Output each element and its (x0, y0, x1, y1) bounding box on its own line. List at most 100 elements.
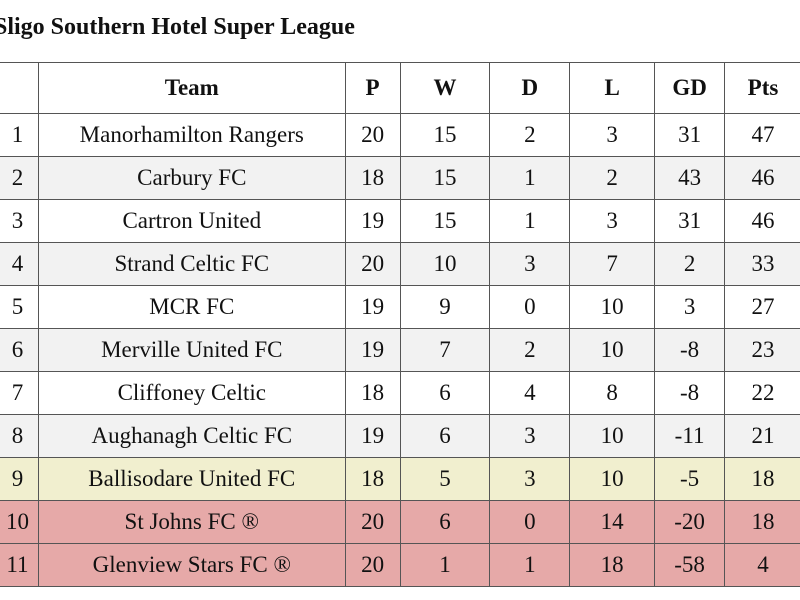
stat-cell: 4 (489, 371, 571, 415)
stat-cell: 10 (0, 500, 39, 544)
table-row: 2 Carbury FC 18 15 1 2 43 46 (0, 156, 800, 200)
stat-cell: 3 (0, 199, 39, 243)
stat-cell: 1 (489, 156, 571, 200)
stat-cell: 15 (399, 156, 491, 200)
stat-cell: 0 (489, 285, 571, 329)
stat-cell: 31 (654, 199, 726, 243)
stat-cell: 3 (489, 457, 571, 501)
league-table: Team P W D L GD Pts 1 Manorhamilton Rangers 20 15… (0, 62, 800, 587)
table-title: Sligo Southern Hotel Super League (0, 14, 355, 40)
stat-cell: 7 (0, 371, 39, 415)
stat-cell: 10 (569, 414, 656, 458)
stat-cell: -5 (654, 457, 726, 501)
table-row: 3 Cartron United 19 15 1 3 31 46 (0, 199, 800, 243)
team-cell: Cliffoney Celtic (37, 371, 346, 415)
stat-cell: 47 (724, 113, 800, 157)
table-body: 1 Manorhamilton Rangers 20 15 2 3 31 47 2 Carbury… (0, 113, 800, 587)
stat-cell: 27 (724, 285, 800, 329)
stat-cell: 11 (0, 543, 39, 587)
team-cell: Carbury FC (37, 156, 346, 200)
header-cell: GD (654, 62, 726, 114)
table-row: 9 Ballisodare United FC 18 5 3 10 -5 18 (0, 457, 800, 501)
stat-cell: 19 (344, 414, 401, 458)
stat-cell: 21 (724, 414, 800, 458)
stat-cell: 6 (399, 371, 491, 415)
table-row: 8 Aughanagh Celtic FC 19 6 3 10 -11 21 (0, 414, 800, 458)
team-cell: Strand Celtic FC (37, 242, 346, 286)
stat-cell: 0 (489, 500, 571, 544)
stat-cell: 7 (569, 242, 656, 286)
stat-cell: 3 (489, 414, 571, 458)
table-row: 6 Merville United FC 19 7 2 10 -8 23 (0, 328, 800, 372)
stat-cell: 19 (344, 199, 401, 243)
stat-cell: 2 (489, 113, 571, 157)
stat-cell: 10 (569, 457, 656, 501)
stat-cell: 2 (654, 242, 726, 286)
stat-cell: 15 (399, 113, 491, 157)
stat-cell: 31 (654, 113, 726, 157)
table-row: 10 St Johns FC ® 20 6 0 14 -20 18 (0, 500, 800, 544)
team-cell: Cartron United (37, 199, 346, 243)
header-row: Team P W D L GD Pts (0, 62, 800, 114)
stat-cell: 6 (0, 328, 39, 372)
stat-cell: 46 (724, 156, 800, 200)
stat-cell: 18 (344, 457, 401, 501)
stat-cell: 5 (399, 457, 491, 501)
stat-cell: 1 (399, 543, 491, 587)
stat-cell: 22 (724, 371, 800, 415)
stat-cell: 18 (724, 457, 800, 501)
stat-cell: 1 (489, 543, 571, 587)
stat-cell: 14 (569, 500, 656, 544)
table-row: 1 Manorhamilton Rangers 20 15 2 3 31 47 (0, 113, 800, 157)
table-head: Team P W D L GD Pts (0, 62, 800, 114)
stat-cell: 3 (654, 285, 726, 329)
stat-cell: 3 (569, 199, 656, 243)
team-cell: Aughanagh Celtic FC (37, 414, 346, 458)
stat-cell: 19 (344, 285, 401, 329)
team-cell: Ballisodare United FC (37, 457, 346, 501)
stat-cell: 20 (344, 113, 401, 157)
stat-cell: 1 (0, 113, 39, 157)
team-cell: Merville United FC (37, 328, 346, 372)
stat-cell: 43 (654, 156, 726, 200)
stat-cell: 10 (569, 328, 656, 372)
stat-cell: 1 (489, 199, 571, 243)
stat-cell: -11 (654, 414, 726, 458)
stat-cell: 18 (344, 371, 401, 415)
stat-cell: 10 (569, 285, 656, 329)
stat-cell: 46 (724, 199, 800, 243)
stat-cell: 3 (569, 113, 656, 157)
stat-cell: -8 (654, 328, 726, 372)
stat-cell: 7 (399, 328, 491, 372)
table-row: 4 Strand Celtic FC 20 10 3 7 2 33 (0, 242, 800, 286)
stat-cell: 2 (489, 328, 571, 372)
header-cell: W (399, 62, 491, 114)
header-cell: D (489, 62, 571, 114)
stat-cell: 9 (0, 457, 39, 501)
stat-cell: 8 (0, 414, 39, 458)
stat-cell: 3 (489, 242, 571, 286)
stat-cell: 18 (344, 156, 401, 200)
stat-cell: 18 (724, 500, 800, 544)
stat-cell: -20 (654, 500, 726, 544)
stat-cell: 4 (724, 543, 800, 587)
team-cell: Glenview Stars FC ® (37, 543, 346, 587)
stat-cell: -8 (654, 371, 726, 415)
stat-cell: 9 (399, 285, 491, 329)
stat-cell: 4 (0, 242, 39, 286)
header-cell: P (344, 62, 401, 114)
team-cell: Manorhamilton Rangers (37, 113, 346, 157)
stat-cell: 2 (569, 156, 656, 200)
stat-cell: 15 (399, 199, 491, 243)
team-cell: St Johns FC ® (37, 500, 346, 544)
stat-cell: 19 (344, 328, 401, 372)
header-cell: Team (37, 62, 346, 114)
stat-cell: 6 (399, 414, 491, 458)
header-cell: Pts (724, 62, 800, 114)
stat-cell: 8 (569, 371, 656, 415)
stat-cell: 2 (0, 156, 39, 200)
table-row: 11 Glenview Stars FC ® 20 1 1 18 -58 4 (0, 543, 800, 587)
stat-cell: 20 (344, 242, 401, 286)
table-row: 5 MCR FC 19 9 0 10 3 27 (0, 285, 800, 329)
